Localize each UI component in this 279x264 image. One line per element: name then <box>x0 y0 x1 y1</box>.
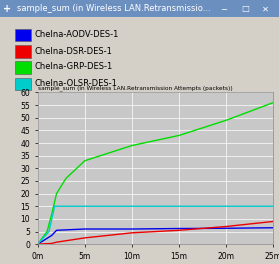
Bar <box>15 61 31 73</box>
Text: ─: ─ <box>221 4 226 13</box>
Text: Chelna-DSR-DES-1: Chelna-DSR-DES-1 <box>35 46 113 55</box>
Bar <box>15 78 31 90</box>
Text: ✕: ✕ <box>261 4 269 13</box>
Bar <box>15 45 31 58</box>
Text: Chelna-OLSR-DES-1: Chelna-OLSR-DES-1 <box>35 79 118 88</box>
Text: □: □ <box>242 4 249 13</box>
Text: Chelna-AODV-DES-1: Chelna-AODV-DES-1 <box>35 30 119 39</box>
Text: sample_sum (in Wireless LAN.Retransmission Attempts (packets)): sample_sum (in Wireless LAN.Retransmissi… <box>38 85 232 91</box>
Text: sample_sum (in Wireless LAN.Retransmissio...: sample_sum (in Wireless LAN.Retransmissi… <box>17 4 210 13</box>
Text: Chelna-GRP-DES-1: Chelna-GRP-DES-1 <box>35 63 113 72</box>
Bar <box>15 29 31 41</box>
Text: +: + <box>3 4 11 13</box>
